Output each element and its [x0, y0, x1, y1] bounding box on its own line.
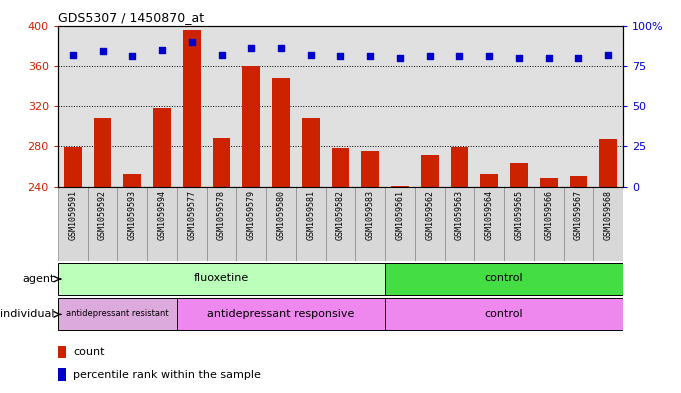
Bar: [593, 187, 623, 261]
Bar: [599, 140, 617, 187]
Bar: [564, 187, 593, 261]
Bar: [451, 147, 469, 187]
Text: control: control: [485, 273, 524, 283]
Bar: [385, 187, 415, 261]
Text: control: control: [485, 309, 524, 319]
Bar: [58, 368, 67, 380]
Text: GSM1059563: GSM1059563: [455, 190, 464, 241]
Bar: [504, 187, 534, 261]
Point: [454, 53, 465, 59]
Text: GSM1059561: GSM1059561: [396, 190, 405, 241]
Text: GSM1059594: GSM1059594: [157, 190, 167, 241]
Bar: [177, 299, 385, 330]
Point: [276, 45, 287, 51]
Text: GSM1059566: GSM1059566: [544, 190, 553, 241]
Bar: [147, 187, 177, 261]
Point: [97, 48, 108, 55]
Text: individual: individual: [0, 309, 54, 320]
Bar: [510, 162, 528, 187]
Bar: [242, 66, 260, 187]
Point: [484, 53, 494, 59]
Text: antidepressant resistant: antidepressant resistant: [66, 309, 169, 318]
Bar: [534, 187, 564, 261]
Bar: [296, 187, 326, 261]
Bar: [183, 29, 201, 187]
Bar: [58, 187, 88, 261]
Text: count: count: [74, 347, 105, 357]
Text: GDS5307 / 1450870_at: GDS5307 / 1450870_at: [58, 11, 204, 24]
Bar: [391, 185, 409, 187]
Point: [187, 39, 197, 45]
Bar: [385, 299, 623, 330]
Text: GSM1059591: GSM1059591: [68, 190, 77, 241]
Bar: [302, 118, 319, 187]
Text: GSM1059593: GSM1059593: [128, 190, 137, 241]
Text: GSM1059582: GSM1059582: [336, 190, 345, 241]
Bar: [272, 78, 290, 187]
Point: [335, 53, 346, 59]
Text: fluoxetine: fluoxetine: [194, 273, 249, 283]
Point: [157, 46, 168, 53]
Bar: [385, 263, 623, 295]
Point: [394, 55, 405, 61]
Text: GSM1059578: GSM1059578: [217, 190, 226, 241]
Bar: [569, 176, 588, 187]
Bar: [540, 178, 558, 187]
Text: GSM1059580: GSM1059580: [276, 190, 285, 241]
Bar: [177, 187, 206, 261]
Text: GSM1059565: GSM1059565: [514, 190, 524, 241]
Bar: [206, 187, 236, 261]
Text: GSM1059577: GSM1059577: [187, 190, 196, 241]
Text: GSM1059562: GSM1059562: [425, 190, 434, 241]
Text: percentile rank within the sample: percentile rank within the sample: [74, 369, 261, 380]
Text: GSM1059567: GSM1059567: [574, 190, 583, 241]
Text: GSM1059581: GSM1059581: [306, 190, 315, 241]
Bar: [332, 149, 349, 187]
Point: [305, 51, 316, 58]
Bar: [58, 263, 385, 295]
Bar: [123, 174, 141, 187]
Bar: [117, 187, 147, 261]
Bar: [355, 187, 385, 261]
Bar: [58, 299, 177, 330]
Text: agent: agent: [22, 274, 54, 284]
Bar: [93, 118, 112, 187]
Bar: [415, 187, 445, 261]
Bar: [88, 187, 117, 261]
Point: [543, 55, 554, 61]
Point: [67, 51, 78, 58]
Point: [603, 51, 614, 58]
Bar: [153, 108, 171, 187]
Point: [246, 45, 257, 51]
Bar: [362, 151, 379, 187]
Text: GSM1059579: GSM1059579: [247, 190, 256, 241]
Bar: [212, 138, 230, 187]
Text: GSM1059564: GSM1059564: [485, 190, 494, 241]
Point: [573, 55, 584, 61]
Bar: [58, 345, 67, 358]
Point: [513, 55, 524, 61]
Text: GSM1059592: GSM1059592: [98, 190, 107, 241]
Bar: [236, 187, 266, 261]
Bar: [445, 187, 475, 261]
Text: GSM1059583: GSM1059583: [366, 190, 375, 241]
Bar: [266, 187, 296, 261]
Point: [216, 51, 227, 58]
Bar: [421, 156, 439, 187]
Bar: [480, 174, 498, 187]
Point: [127, 53, 138, 59]
Text: antidepressant responsive: antidepressant responsive: [207, 309, 355, 319]
Bar: [475, 187, 504, 261]
Text: GSM1059568: GSM1059568: [604, 190, 613, 241]
Bar: [64, 147, 82, 187]
Bar: [326, 187, 355, 261]
Point: [365, 53, 376, 59]
Point: [424, 53, 435, 59]
